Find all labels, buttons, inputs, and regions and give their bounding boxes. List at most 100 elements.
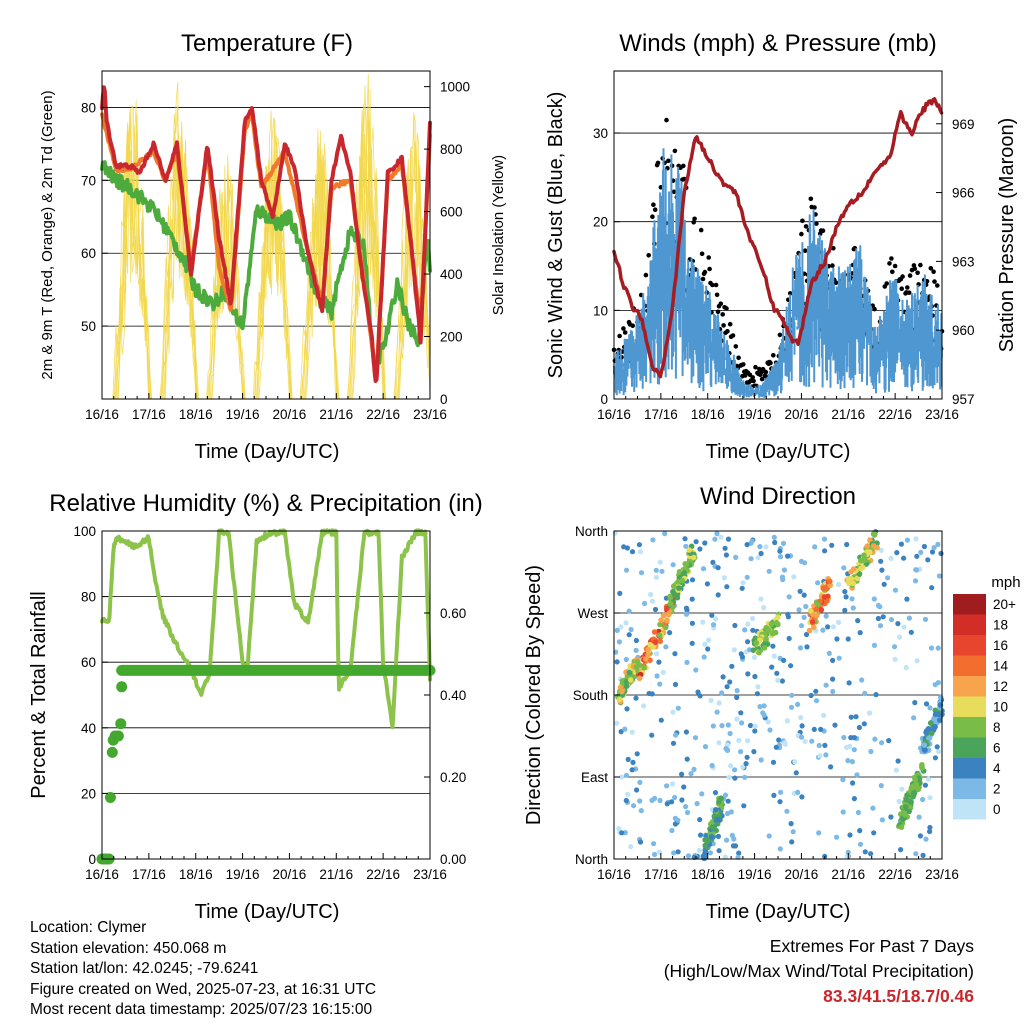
legend-swatch [953,655,986,676]
legend-swatch [953,737,986,758]
direction-point [843,594,849,600]
legend-label: 16 [993,638,1008,653]
extremes-values: 83.3/41.5/18.7/0.46 [823,986,974,1006]
direction-point [791,574,797,580]
direction-point [821,536,828,542]
y2-tick-label: 0.60 [440,606,466,621]
x-tick-label: 18/16 [179,407,213,422]
direction-point [868,748,874,755]
gust-point [621,326,626,331]
direction-point [745,621,751,627]
direction-point [664,783,670,789]
direction-point [935,711,942,718]
direction-point [861,557,868,564]
direction-point [727,679,733,685]
direction-point [906,808,912,815]
direction-point [766,833,772,839]
direction-point [826,650,832,657]
direction-point [834,834,840,840]
direction-point [925,776,932,782]
direction-point [761,712,767,718]
direction-point [785,611,791,618]
gust-point [724,306,729,311]
legend-label: 14 [993,659,1009,674]
direction-point [736,850,742,856]
gust-point [650,214,655,219]
direction-point [739,654,746,660]
y-tick-label: North [575,852,608,867]
direction-point [871,596,877,602]
direction-xlabel: Time (Day/UTC) [706,901,851,923]
direction-point [624,706,630,712]
direction-point [626,632,632,638]
direction-ylabel-left: Direction (Colored By Speed) [523,565,545,825]
direction-point [856,724,863,731]
direction-point [801,614,807,621]
gust-point [721,323,726,328]
gust-point [932,279,937,284]
gust-point [763,369,769,375]
x-tick-label: 18/16 [691,867,725,882]
legend-swatch [953,758,986,779]
direction-point [727,730,733,737]
humidity-panel: Relative Humidity (%) & Precipitation (i… [28,490,483,923]
direction-point [740,764,746,770]
direction-point [663,644,669,650]
direction-point [720,674,726,680]
direction-point [871,830,877,836]
direction-point [878,558,884,564]
direction-point [628,844,634,850]
direction-point [681,569,688,576]
direction-point [626,669,633,676]
gust-point [912,266,918,272]
direction-point [702,842,709,849]
direction-point [637,798,643,804]
legend-label: 18 [993,618,1008,633]
direction-point [697,546,703,552]
direction-point [617,590,623,597]
direction-point [925,557,931,563]
y-tick-label: 60 [81,246,96,261]
gust-point [900,274,905,279]
direction-point [669,781,676,787]
direction-point [855,809,862,816]
direction-point [830,688,836,695]
direction-point [729,663,735,669]
direction-point [682,536,688,542]
direction-point [616,639,623,645]
gust-point [907,273,913,278]
direction-point [684,756,690,762]
direction-point [898,541,905,547]
direction-point [732,775,738,781]
gust-point [899,286,904,292]
gust-point [730,333,736,338]
direction-point [750,627,756,633]
x-tick-label: 22/16 [878,407,912,422]
direction-point [672,794,678,801]
gust-point [714,292,720,298]
speed-legend: 20+ 18 16 14 12 10 8 6 4 2 0 [953,594,1016,820]
direction-point [614,720,620,726]
direction-point [658,717,664,723]
direction-point [823,752,829,758]
direction-point [830,676,836,682]
station-info: Location: Clymer Station elevation: 450.… [30,918,376,1021]
direction-point [836,581,842,588]
direction-point [748,556,754,562]
rh-line [100,528,432,730]
winds-ylabel-left: Sonic Wind & Gust (Blue, Black) [545,92,567,379]
gust-point [643,272,649,278]
direction-point [820,627,826,633]
direction-point [732,843,739,849]
direction-point [734,688,740,694]
legend-swatch [953,799,986,820]
y-tick-label: 100 [73,524,96,539]
winds-panel: Winds (mph) & Pressure (mb) 0 10 20 30 957 96… [545,30,1018,463]
direction-point [927,828,933,835]
direction-point [870,543,877,549]
direction-point [913,567,919,573]
direction-point [683,611,690,617]
direction-point [683,729,690,735]
direction-point [686,547,692,553]
